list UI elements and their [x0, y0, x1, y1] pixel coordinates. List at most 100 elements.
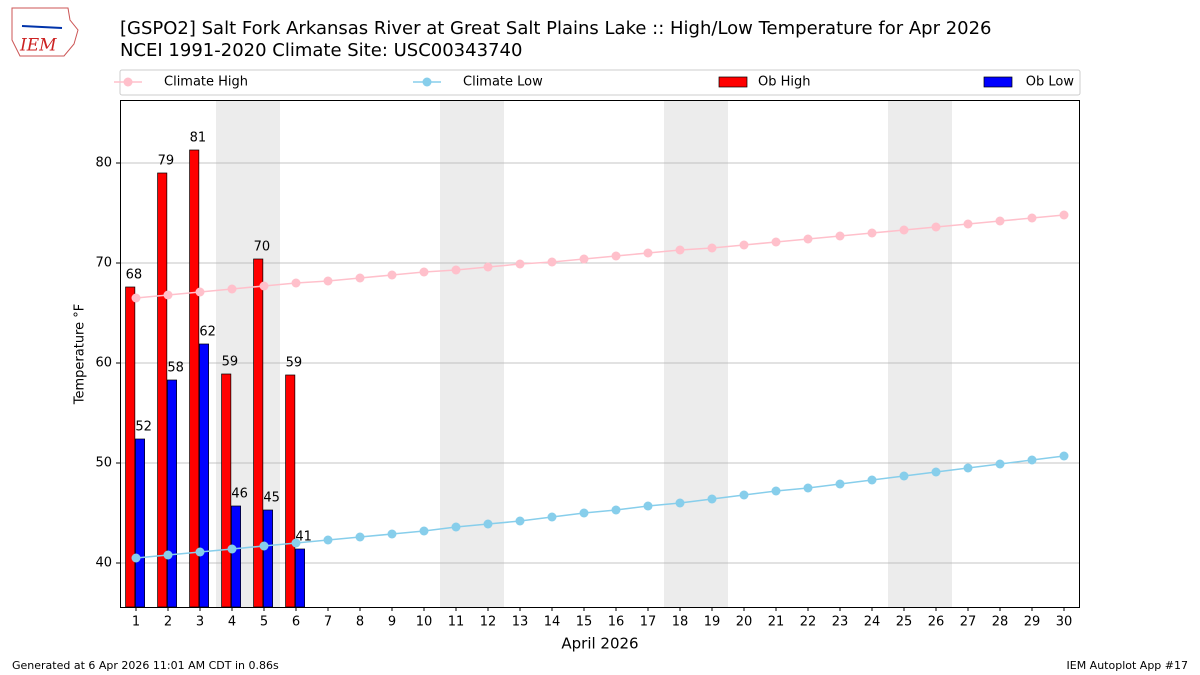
- bar: [253, 258, 264, 608]
- y-tick-label: 40: [95, 556, 112, 571]
- line-point: [131, 553, 141, 563]
- highlight-band: [472, 100, 504, 607]
- x-tick-label: 21: [768, 615, 785, 630]
- line-point: [579, 508, 589, 518]
- bar: [189, 149, 200, 608]
- line-point: [931, 467, 941, 477]
- x-tick-label: 25: [896, 615, 913, 630]
- line-point: [867, 228, 877, 238]
- line-point: [483, 519, 493, 529]
- y-tick-label: 80: [95, 156, 112, 171]
- bar: [199, 343, 209, 608]
- line-point: [515, 516, 525, 526]
- bar: [157, 172, 168, 608]
- highlight-band: [920, 100, 952, 607]
- line-point: [643, 501, 653, 511]
- legend-marker: [718, 76, 748, 88]
- line-point: [355, 532, 365, 542]
- legend-box: [119, 69, 1081, 96]
- chart-title: [GSPO2] Salt Fork Arkansas River at Grea…: [120, 18, 992, 39]
- line-point: [579, 254, 589, 264]
- line-point: [707, 494, 717, 504]
- line-point: [995, 216, 1005, 226]
- bar-label: 46: [231, 487, 248, 502]
- line-point: [1027, 455, 1037, 465]
- line-point: [163, 550, 173, 560]
- x-tick-label: 4: [228, 615, 236, 630]
- line-point: [611, 251, 621, 261]
- x-tick-label: 27: [960, 615, 977, 630]
- bar: [221, 373, 232, 608]
- x-tick-label: 22: [800, 615, 817, 630]
- line-point: [291, 538, 301, 548]
- bar: [295, 548, 305, 608]
- x-tick-label: 3: [196, 615, 204, 630]
- footer-left: Generated at 6 Apr 2026 11:01 AM CDT in …: [12, 659, 279, 672]
- x-tick-label: 23: [832, 615, 849, 630]
- line-point: [899, 225, 909, 235]
- x-axis-label: April 2026: [561, 635, 638, 653]
- line-point: [451, 522, 461, 532]
- line-point: [259, 541, 269, 551]
- x-tick-label: 17: [640, 615, 657, 630]
- line-point: [515, 259, 525, 269]
- legend-label: Ob Low: [1026, 75, 1075, 90]
- line-point: [1059, 451, 1069, 461]
- line-point: [899, 471, 909, 481]
- bar-label: 81: [190, 131, 207, 146]
- x-tick-label: 24: [864, 615, 881, 630]
- line-point: [387, 529, 397, 539]
- bar: [263, 509, 273, 608]
- line-point: [483, 262, 493, 272]
- y-tick-label: 50: [95, 456, 112, 471]
- chart-subtitle: NCEI 1991-2020 Climate Site: USC00343740: [120, 40, 522, 61]
- bar: [167, 379, 177, 608]
- bar-label: 45: [263, 491, 280, 506]
- bar: [135, 438, 145, 608]
- x-tick-label: 14: [544, 615, 561, 630]
- line: [135, 455, 1065, 559]
- x-tick-label: 20: [736, 615, 753, 630]
- line-point: [835, 231, 845, 241]
- line-point: [611, 505, 621, 515]
- highlight-band: [664, 100, 696, 607]
- x-tick-label: 12: [480, 615, 497, 630]
- line-point: [739, 490, 749, 500]
- x-tick-label: 19: [704, 615, 721, 630]
- line-point: [963, 463, 973, 473]
- x-tick-label: 7: [324, 615, 332, 630]
- legend-label: Climate High: [164, 75, 248, 90]
- line-point: [1059, 210, 1069, 220]
- logo: IEM: [11, 7, 79, 57]
- legend-label: Ob High: [758, 75, 811, 90]
- y-axis-label: Temperature °F: [73, 304, 88, 405]
- line-point: [931, 222, 941, 232]
- bar-label: 62: [199, 325, 216, 340]
- bar: [231, 505, 241, 608]
- line-point: [259, 281, 269, 291]
- line-point: [547, 512, 557, 522]
- line-point: [835, 479, 845, 489]
- highlight-band: [696, 100, 728, 607]
- bar: [285, 374, 296, 608]
- line-point: [387, 270, 397, 280]
- x-tick-label: 2: [164, 615, 172, 630]
- logo-outline: [11, 7, 79, 57]
- line-point: [131, 293, 141, 303]
- x-tick-label: 15: [576, 615, 593, 630]
- line-point: [547, 257, 557, 267]
- x-tick-label: 29: [1024, 615, 1041, 630]
- x-tick-label: 11: [448, 615, 465, 630]
- x-tick-label: 1: [132, 615, 140, 630]
- x-tick-label: 28: [992, 615, 1009, 630]
- line-point: [195, 547, 205, 557]
- x-tick-label: 16: [608, 615, 625, 630]
- y-tick-label: 60: [95, 356, 112, 371]
- line-point: [771, 237, 781, 247]
- x-tick-label: 6: [292, 615, 300, 630]
- line-point: [451, 265, 461, 275]
- line-point: [803, 483, 813, 493]
- line-point: [803, 234, 813, 244]
- bar-label: 59: [286, 356, 303, 371]
